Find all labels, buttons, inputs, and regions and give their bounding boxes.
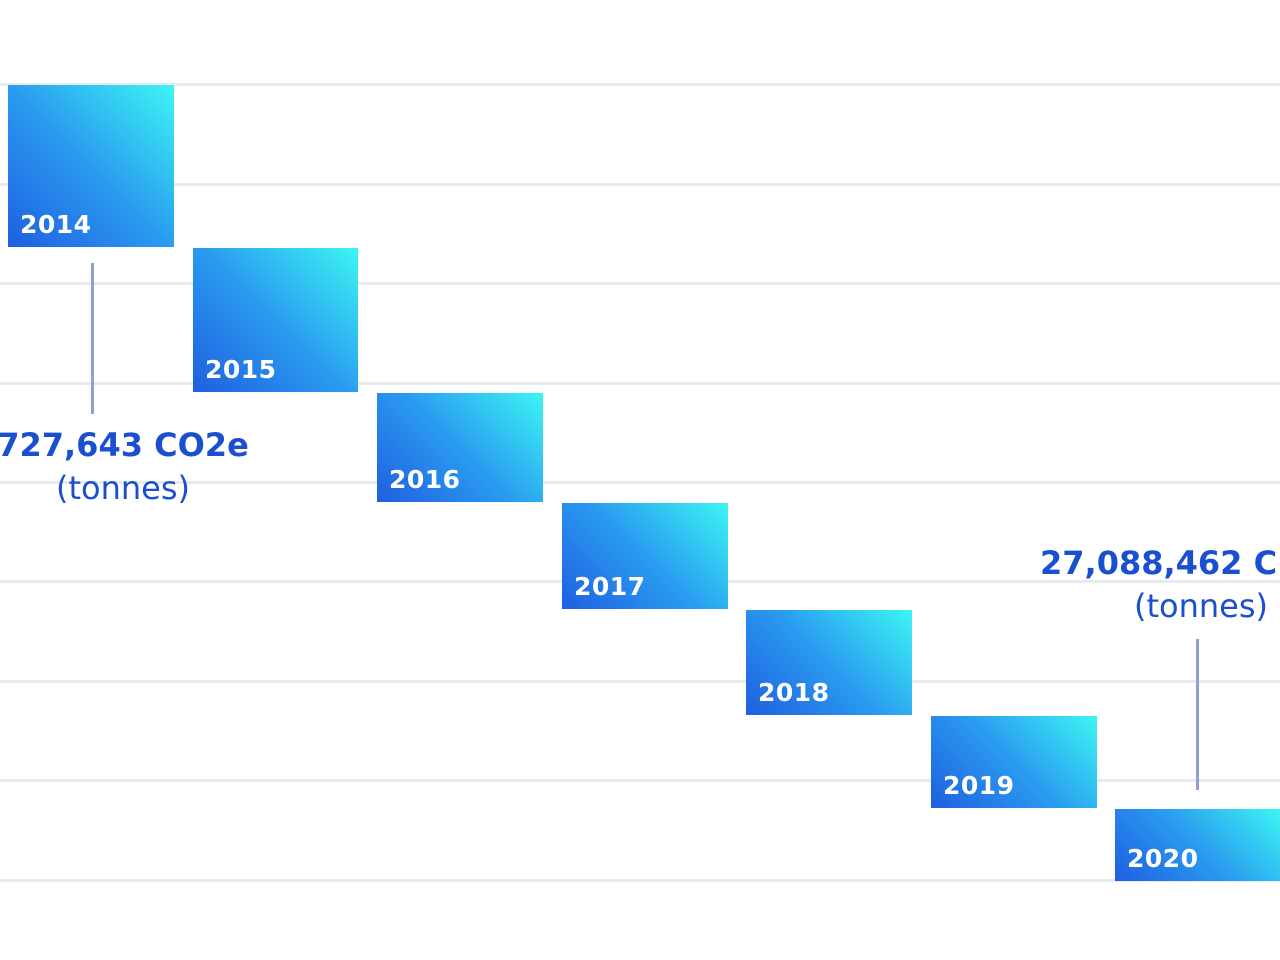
bar-label-2017: 2017 bbox=[574, 572, 646, 601]
bar-label-2018: 2018 bbox=[758, 678, 830, 707]
bar-2017: 2017 bbox=[562, 503, 728, 609]
bar-label-2020: 2020 bbox=[1127, 844, 1199, 873]
bar-label-2019: 2019 bbox=[943, 771, 1015, 800]
leader-line-2014 bbox=[91, 263, 94, 414]
gridline bbox=[0, 779, 1280, 782]
callout-unit-2020: (tonnes) bbox=[1133, 587, 1268, 625]
bar-label-2015: 2015 bbox=[205, 355, 277, 384]
bar-2015: 2015 bbox=[193, 248, 358, 392]
gridline bbox=[0, 83, 1280, 86]
callout-2014: 727,643 CO2e (tonnes) bbox=[0, 424, 254, 510]
callout-value-2020: 27,088,462 C bbox=[1040, 544, 1278, 582]
bar-2018: 2018 bbox=[746, 610, 912, 715]
gridline bbox=[0, 183, 1280, 186]
gridline bbox=[0, 879, 1280, 882]
callout-2020: 27,088,462 C (tonnes) bbox=[1040, 542, 1280, 628]
bar-2019: 2019 bbox=[931, 716, 1097, 808]
bar-2016: 2016 bbox=[377, 393, 543, 502]
gridline bbox=[0, 680, 1280, 683]
leader-line-2020 bbox=[1196, 639, 1199, 790]
gridline bbox=[0, 481, 1280, 484]
bar-label-2016: 2016 bbox=[389, 465, 461, 494]
gridline bbox=[0, 282, 1280, 285]
bar-2020: 2020 bbox=[1115, 809, 1280, 881]
callout-value-2014: 727,643 CO2e bbox=[0, 426, 249, 464]
bar-label-2014: 2014 bbox=[20, 210, 92, 239]
gridline bbox=[0, 382, 1280, 385]
callout-unit-2014: (tonnes) bbox=[55, 469, 190, 507]
bar-2014: 2014 bbox=[8, 85, 174, 247]
